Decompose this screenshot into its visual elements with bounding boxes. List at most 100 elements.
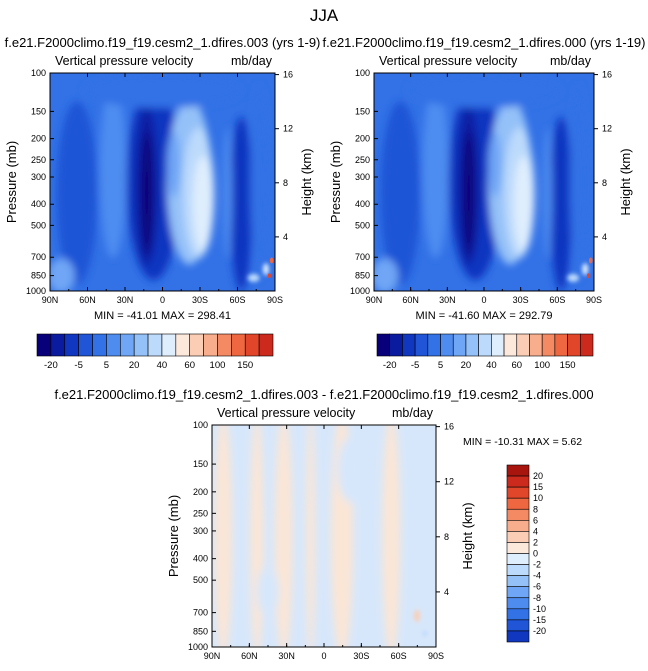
colorbar-swatch — [231, 333, 246, 357]
field-blob — [513, 155, 534, 252]
field-blob — [380, 101, 421, 285]
colorbar-swatch — [402, 333, 416, 357]
colorbar-label: 40 — [157, 360, 168, 371]
colorbar-swatch — [64, 333, 79, 357]
colorbar-label: 150 — [237, 360, 253, 371]
colorbar-label: 60 — [184, 360, 195, 371]
colorbar-label: 20 — [129, 360, 140, 371]
y-tick-label: 100 — [193, 420, 208, 430]
x-tick-label: 30S — [192, 295, 208, 305]
field-blob — [569, 83, 588, 281]
colorbar-swatch — [506, 553, 530, 565]
colorbar-swatch — [119, 333, 135, 357]
field-blob — [374, 258, 399, 291]
field-blob — [83, 73, 242, 108]
colorbar-swatch — [440, 333, 454, 357]
field-blob — [337, 436, 365, 503]
colorbar-swatch — [506, 531, 530, 543]
colorbar-swatch — [78, 333, 93, 357]
field-blob — [422, 630, 428, 637]
colorbar-swatch — [106, 333, 121, 357]
x-tick-label: 30N — [439, 295, 456, 305]
panel-2: f.e21.F2000climo.f19_f19.cesm2_1.dfires.… — [322, 35, 645, 371]
colorbar-swatch — [506, 497, 530, 510]
y-tick-label: 300 — [355, 172, 370, 182]
x-tick-label: 60S — [549, 295, 565, 305]
colorbar-swatch — [427, 333, 441, 357]
colorbar-swatch — [189, 333, 204, 357]
min-max-stats: MIN = -10.31 MAX = 5.62 — [463, 436, 582, 448]
variable-label: Vertical pressure velocity — [217, 406, 356, 420]
y-tick-label: 700 — [31, 252, 46, 262]
colorbar-swatch — [554, 333, 568, 357]
colorbar-swatch — [161, 333, 177, 357]
x-tick-label: 60S — [391, 651, 407, 661]
field-blob — [582, 263, 589, 276]
field-blob — [263, 263, 269, 276]
colorbar-label: -5 — [74, 360, 82, 371]
field-blob — [422, 83, 449, 259]
field-blob — [267, 273, 271, 279]
x-tick-label: 30N — [117, 295, 134, 305]
y-axis-title: Pressure (mb) — [166, 495, 181, 577]
height-tick-label: 4 — [602, 232, 607, 242]
y-tick-label: 150 — [193, 459, 208, 469]
field-blob — [567, 273, 580, 282]
field-blob — [247, 273, 260, 282]
height-tick-label: 12 — [283, 124, 293, 134]
field-blob — [192, 155, 214, 252]
colorbar-swatch — [133, 333, 149, 357]
colorbar-swatch — [389, 333, 403, 357]
colorbar-swatch — [217, 333, 232, 357]
y-tick-label: 850 — [355, 271, 370, 281]
field-blob — [488, 131, 502, 198]
height-tick-label: 4 — [283, 232, 288, 242]
colorbar-label: 40 — [486, 360, 497, 371]
field-blob — [413, 609, 420, 622]
y-tick-label: 1000 — [350, 286, 370, 296]
colorbar-label: -4 — [533, 571, 541, 581]
colorbar-swatch — [506, 575, 530, 587]
y-axis-title-right: Height (km) — [460, 502, 475, 569]
colorbar-swatch — [50, 333, 66, 357]
field-blob — [250, 83, 269, 281]
field-blob — [382, 425, 401, 647]
colorbar-label: 0 — [533, 549, 538, 559]
colorbar-label: 4 — [533, 526, 538, 536]
y-tick-label: 1000 — [26, 286, 46, 296]
x-tick-label: 90S — [428, 651, 444, 661]
field-blob — [256, 564, 280, 619]
colorbar-swatch — [414, 333, 429, 357]
field-blob — [588, 257, 593, 264]
x-tick-label: 30S — [513, 295, 529, 305]
height-tick-label: 12 — [444, 477, 454, 487]
height-tick-label: 16 — [602, 70, 612, 80]
y-tick-label: 300 — [193, 526, 208, 536]
y-tick-label: 850 — [193, 626, 208, 636]
y-axis-title: Pressure (mb) — [328, 141, 343, 223]
x-tick-label: 60S — [229, 295, 245, 305]
y-tick-label: 400 — [193, 554, 208, 564]
y-tick-label: 250 — [355, 155, 370, 165]
panel-diff: f.e21.F2000climo.f19_f19.cesm2_1.dfires.… — [54, 387, 593, 661]
colorbar-label: 100 — [534, 360, 550, 371]
units-label: mb/day — [550, 54, 592, 68]
colorbar-label: -20 — [383, 360, 397, 371]
colorbar-label: -20 — [533, 626, 546, 636]
y-tick-label: 150 — [355, 106, 370, 116]
panel-title: f.e21.F2000climo.f19_f19.cesm2_1.dfires.… — [54, 387, 593, 402]
field-blob — [141, 131, 153, 254]
colorbar-swatch — [506, 520, 530, 532]
colorbar-label: 5 — [104, 360, 109, 371]
page-title: JJA — [310, 6, 339, 25]
field-blob — [214, 425, 233, 647]
colorbar-label: 2 — [533, 537, 538, 547]
y-tick-label: 100 — [355, 68, 370, 78]
field-blob — [543, 127, 553, 259]
height-tick-label: 4 — [444, 587, 449, 597]
y-tick-label: 850 — [31, 271, 46, 281]
units-label: mb/day — [231, 54, 273, 68]
colorbar-swatch — [506, 597, 530, 610]
